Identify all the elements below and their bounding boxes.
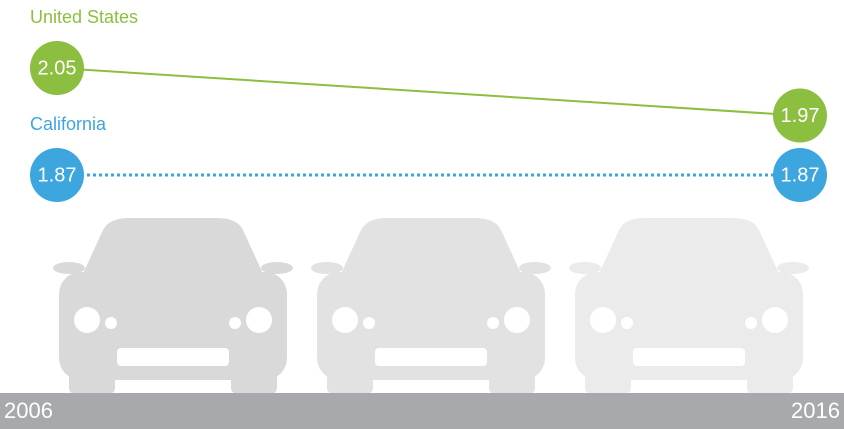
- car-icon: [53, 218, 293, 394]
- value-label: 1.87: [781, 164, 820, 186]
- x-tick-label: 2006: [4, 398, 53, 423]
- value-label: 1.87: [38, 164, 77, 186]
- point: [773, 88, 827, 143]
- value-label: 2.05: [38, 57, 77, 79]
- point: [773, 148, 827, 202]
- legend-label: California: [30, 114, 107, 134]
- series-line: [56, 67, 801, 117]
- point: [30, 41, 84, 95]
- car-icon: [569, 218, 809, 394]
- car-icon: [311, 218, 551, 394]
- x-axis-bar: [0, 393, 844, 429]
- legend-label: United States: [30, 7, 138, 27]
- point: [30, 148, 84, 202]
- value-label: 1.97: [781, 105, 820, 127]
- x-tick-label: 2016: [791, 398, 840, 423]
